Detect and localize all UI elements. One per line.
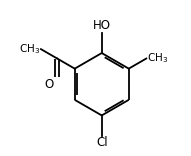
Text: HO: HO (93, 19, 111, 32)
Text: O: O (45, 78, 54, 91)
Text: CH$_3$: CH$_3$ (19, 42, 40, 56)
Text: Cl: Cl (96, 136, 108, 149)
Text: CH$_3$: CH$_3$ (147, 52, 168, 65)
